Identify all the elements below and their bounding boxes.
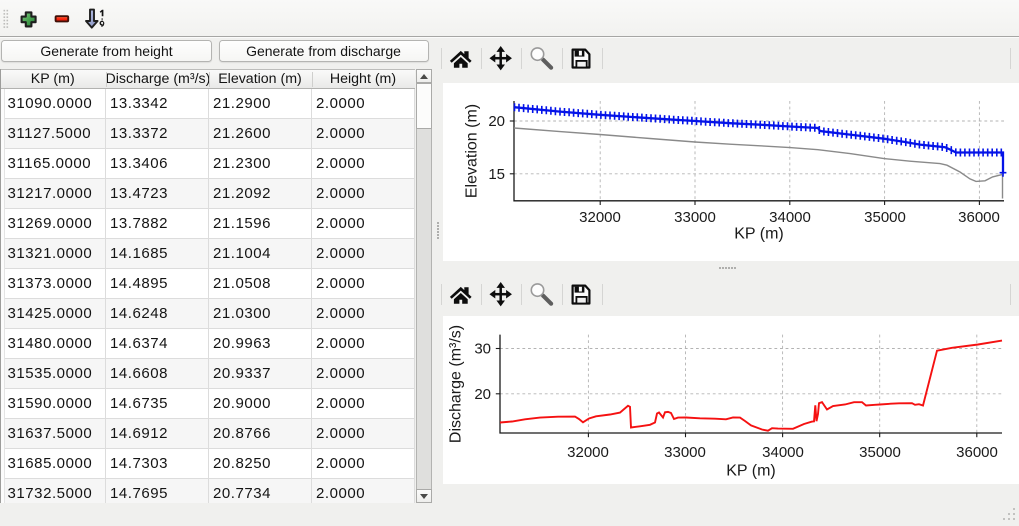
svg-text:KP (m): KP (m) (734, 226, 783, 243)
svg-text:34000: 34000 (762, 444, 804, 461)
svg-text:32000: 32000 (567, 444, 609, 461)
svg-text:15: 15 (488, 166, 505, 183)
svg-text:KP (m): KP (m) (726, 463, 775, 480)
svg-text:20: 20 (474, 386, 491, 403)
svg-text:20: 20 (488, 113, 505, 130)
svg-text:36000: 36000 (956, 444, 998, 461)
svg-text:32000: 32000 (579, 209, 621, 226)
svg-text:35000: 35000 (859, 444, 901, 461)
svg-text:36000: 36000 (958, 209, 1000, 226)
svg-text:Elevation (m): Elevation (m) (464, 104, 481, 198)
svg-text:34000: 34000 (769, 209, 811, 226)
svg-text:Discharge (m³/s): Discharge (m³/s) (448, 325, 465, 443)
svg-text:33000: 33000 (674, 209, 716, 226)
svg-text:35000: 35000 (864, 209, 906, 226)
svg-text:33000: 33000 (664, 444, 706, 461)
svg-text:30: 30 (474, 341, 491, 358)
